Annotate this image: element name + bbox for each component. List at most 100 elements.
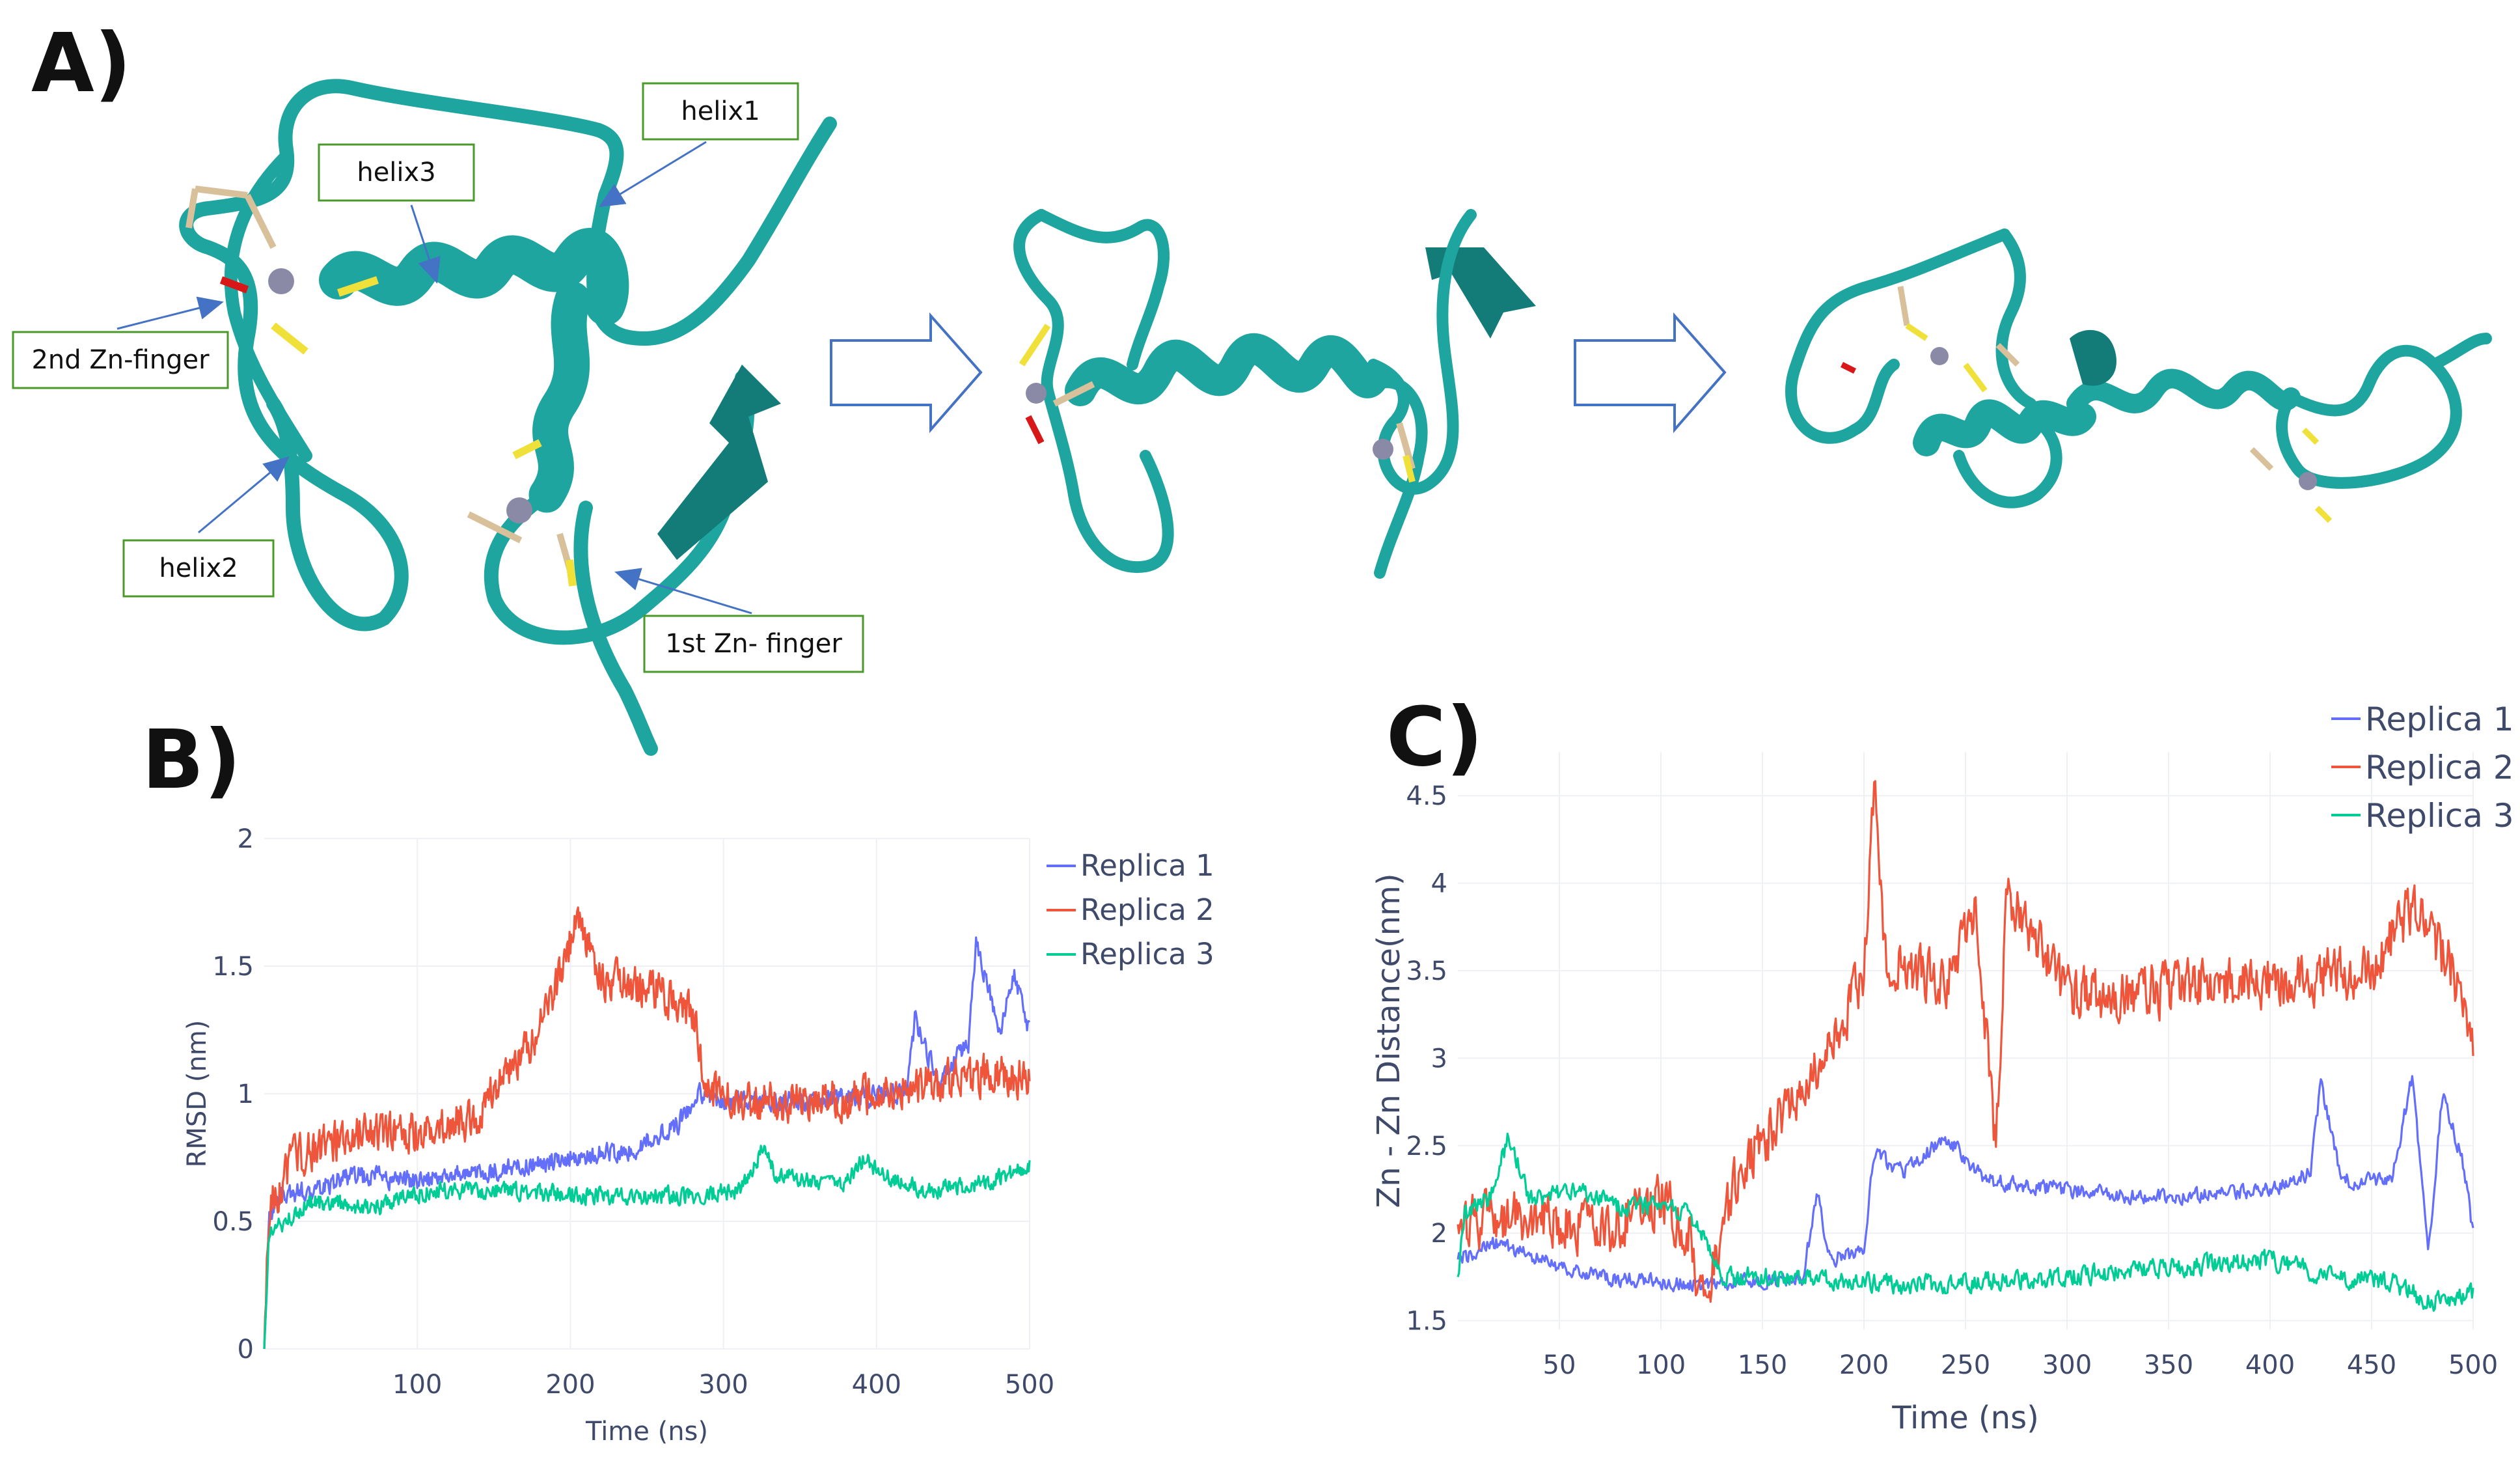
- panel-a-letter: A): [31, 16, 131, 111]
- cysteine-sidechain: [1897, 286, 1910, 326]
- ribbon-strand: [573, 501, 658, 756]
- protein-structure-intermediate: [1013, 209, 1536, 579]
- cysteine-sidechain: [271, 322, 308, 355]
- zn-distance-chart: 50 100 150 200 250 300 350 400 450 500 1.5 2 2.5 3 3.5…: [1371, 701, 2514, 1436]
- ribbon-strand: [1953, 411, 2062, 508]
- y-tick-label: 4: [1431, 869, 1447, 899]
- y-tick-label: 4.5: [1406, 781, 1447, 811]
- zinc-atom-icon: [2299, 472, 2317, 490]
- callout-helix2: helix2: [122, 456, 290, 598]
- x-tick-label: 100: [1636, 1350, 1686, 1380]
- ribbon-sheet: [657, 365, 781, 560]
- x-tick-label: 400: [852, 1370, 901, 1400]
- cysteine-sidechain: [244, 193, 277, 249]
- cysteine-sidechain: [1840, 361, 1857, 374]
- ribbon-strand: [2428, 333, 2492, 370]
- callout-2nd-zn-finger-label: 2nd Zn-finger: [31, 345, 210, 375]
- ribbon-strand: [224, 150, 312, 462]
- y-tick-label: 1.5: [212, 952, 254, 982]
- y-tick-label: 2: [1431, 1219, 1447, 1249]
- callout-helix3-label: helix3: [357, 158, 435, 187]
- zinc-atom-icon: [1930, 347, 1949, 365]
- series-line-1: [1457, 1075, 2474, 1293]
- x-tick-label: 200: [1839, 1350, 1889, 1380]
- x-tick-label: 300: [698, 1370, 748, 1400]
- y-tick-label: 1.5: [1406, 1307, 1447, 1337]
- zn-y-axis-title: Zn - Zn Distance(nm): [1371, 873, 1407, 1208]
- y-tick-label: 0: [238, 1335, 254, 1365]
- x-tick-label: 500: [2448, 1350, 2498, 1380]
- ribbon-helix: [319, 228, 629, 326]
- x-tick-label: 200: [545, 1370, 595, 1400]
- cysteine-sidechain: [1963, 363, 1988, 393]
- panel-b-letter: B): [142, 713, 241, 807]
- cysteine-sidechain: [2301, 427, 2320, 445]
- y-tick-label: 0.5: [212, 1207, 254, 1237]
- callout-helix2-label: helix2: [159, 553, 238, 583]
- cysteine-sidechain: [1052, 381, 1095, 407]
- legend-label-2: Replica 2: [1080, 893, 1214, 927]
- x-tick-label: 450: [2347, 1350, 2396, 1380]
- panel-c: C) 50 100 150 200 250 300 350 400 450 500 1.5 2 2.5 3…: [1371, 690, 2514, 1436]
- callout-helix1: helix1: [598, 82, 799, 208]
- series-line-2: [1457, 780, 2474, 1303]
- series-line-3: [263, 1145, 1031, 1350]
- cysteine-sidechain: [1905, 323, 1928, 341]
- y-tick-label: 3: [1431, 1044, 1447, 1074]
- cysteine-sidechain: [566, 559, 577, 587]
- legend-label-3: Replica 3: [1080, 937, 1214, 971]
- callout-1st-zn-finger-label: 1st Zn- finger: [665, 629, 842, 659]
- rmsd-chart: 100 200 300 400 500 0 0.5 1 1.5 2 Time (ns) RMSD …: [182, 824, 1214, 1447]
- legend-label-3: Replica 3: [2365, 797, 2514, 835]
- x-tick-label: 400: [2245, 1350, 2295, 1380]
- cysteine-sidechain: [2314, 505, 2333, 523]
- zinc-atom-icon: [1373, 439, 1393, 460]
- ribbon-strand: [179, 79, 837, 631]
- rmsd-legend: Replica 1 Replica 2 Replica 3: [1047, 848, 1214, 971]
- ribbon-helix: [528, 281, 591, 513]
- cysteine-sidechain: [195, 186, 248, 199]
- ribbon-sheet: [2070, 329, 2116, 386]
- ribbon-sheet: [1425, 247, 1536, 339]
- zinc-atom-icon: [506, 497, 532, 523]
- zinc-atom-icon: [268, 268, 294, 294]
- cysteine-sidechain: [185, 188, 199, 229]
- zn-x-axis-title: Time (ns): [1891, 1400, 2039, 1436]
- x-tick-label: 250: [1941, 1350, 1990, 1380]
- ribbon-helix: [1913, 399, 2096, 456]
- y-tick-label: 3.5: [1406, 956, 1447, 986]
- callout-helix1-label: helix1: [681, 96, 760, 126]
- ribbon-strand: [1035, 209, 1170, 370]
- rmsd-x-axis-title: Time (ns): [585, 1417, 708, 1447]
- cysteine-sidechain: [1019, 324, 1051, 367]
- x-tick-label: 500: [1005, 1370, 1054, 1400]
- protein-structure-initial: [179, 79, 837, 756]
- ribbon-helix: [2066, 368, 2301, 413]
- ribbon-strand: [1785, 229, 2010, 444]
- panel-b: B) 100 200 300 400 500 0 0.5 1 1.5 2 Time (ns) RM…: [142, 713, 1214, 1447]
- zn-legend: Replica 1 Replica 2 Replica 3: [2331, 701, 2514, 835]
- transition-arrow-icon: [830, 312, 983, 434]
- cysteine-sidechain: [2249, 447, 2274, 471]
- protein-structure-extended: [1785, 229, 2492, 523]
- zinc-atom-icon: [1026, 383, 1047, 404]
- panel-c-letter: C): [1386, 690, 1483, 784]
- ribbon-strand: [2276, 344, 2462, 489]
- ribbon-helix: [1065, 333, 1389, 406]
- series-line-2: [263, 906, 1031, 1350]
- y-tick-label: 1: [238, 1079, 254, 1109]
- legend-label-1: Replica 1: [2365, 701, 2514, 738]
- callout-2nd-zn-finger: 2nd Zn-finger: [12, 296, 229, 389]
- cysteine-sidechain: [467, 511, 523, 544]
- transition-arrow-icon: [1574, 312, 1727, 434]
- callout-1st-zn-finger: 1st Zn- finger: [614, 568, 864, 673]
- legend-label-1: Replica 1: [1080, 848, 1214, 883]
- cysteine-sidechain: [1025, 415, 1045, 445]
- x-tick-label: 150: [1738, 1350, 1787, 1380]
- x-tick-label: 350: [2144, 1350, 2193, 1380]
- ribbon-strand: [1995, 229, 2036, 409]
- ribbon-strand: [1367, 209, 1477, 495]
- ribbon-strand: [1013, 209, 1174, 574]
- cysteine-sidechain: [1403, 454, 1416, 483]
- cysteine-sidechain: [337, 276, 379, 297]
